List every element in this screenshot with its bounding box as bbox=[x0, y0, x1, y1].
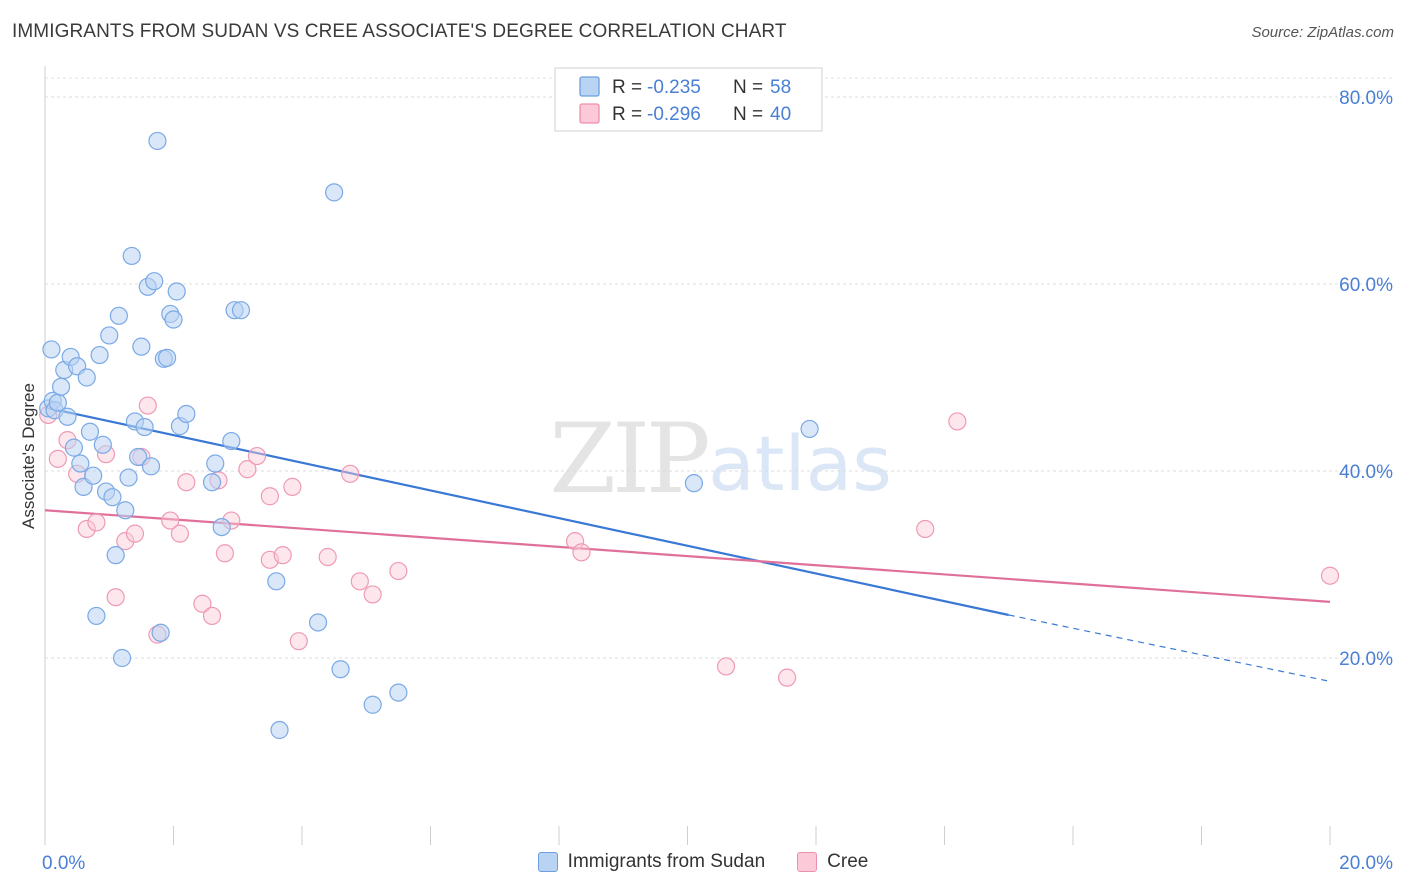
cree-point-27 bbox=[290, 633, 307, 650]
cree-point-30 bbox=[351, 573, 368, 590]
y-tick-label-60: 60.0% bbox=[1339, 275, 1393, 296]
sudan-point-18 bbox=[94, 436, 111, 453]
bottom-legend: Immigrants from Sudan Cree bbox=[0, 851, 1406, 873]
cree-point-38 bbox=[949, 413, 966, 430]
legend-r-label-1: R = bbox=[612, 77, 642, 98]
sudan-point-50 bbox=[268, 573, 285, 590]
cree-point-29 bbox=[342, 465, 359, 482]
cree-point-37 bbox=[917, 520, 934, 537]
legend-n-label-2: N = bbox=[733, 104, 763, 125]
sudan-point-46 bbox=[213, 519, 230, 536]
sudan-point-25 bbox=[117, 502, 134, 519]
sudan-point-7 bbox=[59, 408, 76, 425]
cree-point-32 bbox=[390, 563, 407, 580]
cree-point-5 bbox=[88, 514, 105, 531]
trendline-sudan-extension bbox=[1009, 615, 1330, 681]
cree-point-14 bbox=[171, 525, 188, 542]
legend-r-value-1: -0.235 bbox=[647, 77, 701, 98]
watermark-atlas: atlas bbox=[708, 419, 892, 508]
y-tick-label-80: 80.0% bbox=[1339, 88, 1393, 109]
sudan-point-24 bbox=[114, 650, 131, 667]
sudan-point-20 bbox=[101, 327, 118, 344]
sudan-point-22 bbox=[107, 547, 124, 564]
sudan-point-11 bbox=[72, 455, 89, 472]
sudan-point-55 bbox=[364, 696, 381, 713]
cree-point-11 bbox=[139, 397, 156, 414]
cree-point-17 bbox=[204, 607, 221, 624]
y-tick-label-40: 40.0% bbox=[1339, 462, 1393, 483]
sudan-point-21 bbox=[104, 489, 121, 506]
sudan-point-36 bbox=[152, 624, 169, 641]
y-tick-label-20: 20.0% bbox=[1339, 649, 1393, 670]
sudan-point-9 bbox=[65, 439, 82, 456]
cree-point-7 bbox=[107, 589, 124, 606]
cree-point-25 bbox=[274, 547, 291, 564]
sudan-point-54 bbox=[332, 661, 349, 678]
y-axis-label: Associate's Degree bbox=[19, 383, 38, 529]
sudan-point-52 bbox=[310, 614, 327, 631]
scatter-chart: ZIP atlas 20.0%40.0%60.0%80.0%0.0% 20.0% … bbox=[0, 0, 1406, 892]
sudan-point-33 bbox=[143, 458, 160, 475]
sudan-point-47 bbox=[223, 433, 240, 450]
sudan-point-35 bbox=[149, 132, 166, 149]
cree-point-34 bbox=[573, 544, 590, 561]
legend-label-cree: Cree bbox=[827, 851, 868, 873]
legend-swatch-blue bbox=[580, 77, 599, 96]
cree-point-19 bbox=[216, 545, 233, 562]
cree-point-1 bbox=[49, 450, 66, 467]
cree-point-24 bbox=[261, 488, 278, 505]
legend-item-sudan[interactable]: Immigrants from Sudan bbox=[538, 851, 765, 873]
sudan-point-40 bbox=[165, 311, 182, 328]
sudan-point-53 bbox=[326, 184, 343, 201]
legend-n-value-2: 40 bbox=[770, 104, 791, 125]
legend-label-sudan: Immigrants from Sudan bbox=[568, 851, 765, 873]
sudan-point-5 bbox=[53, 378, 70, 395]
sudan-point-1 bbox=[43, 341, 60, 358]
sudan-point-43 bbox=[178, 405, 195, 422]
sudan-point-56 bbox=[390, 684, 407, 701]
sudan-point-30 bbox=[133, 338, 150, 355]
watermark: ZIP atlas bbox=[549, 403, 891, 515]
sudan-point-17 bbox=[91, 347, 108, 364]
sudan-point-38 bbox=[159, 349, 176, 366]
sudan-point-49 bbox=[232, 302, 249, 319]
sudan-point-57 bbox=[685, 475, 702, 492]
sudan-point-27 bbox=[123, 247, 140, 264]
cree-point-36 bbox=[779, 669, 796, 686]
legend-n-value-1: 58 bbox=[770, 77, 791, 98]
sudan-point-44 bbox=[204, 474, 221, 491]
sudan-point-23 bbox=[110, 307, 127, 324]
watermark-zip: ZIP bbox=[549, 403, 708, 515]
sudan-point-26 bbox=[120, 469, 137, 486]
sudan-point-31 bbox=[136, 419, 153, 436]
sudan-point-15 bbox=[85, 467, 102, 484]
cree-point-28 bbox=[319, 549, 336, 566]
cree-point-26 bbox=[284, 478, 301, 495]
correlation-legend: R = -0.235 N = 58 R = -0.296 N = 40 bbox=[555, 68, 822, 131]
sudan-point-51 bbox=[271, 721, 288, 738]
legend-swatch-cree bbox=[797, 852, 817, 872]
sudan-point-16 bbox=[88, 607, 105, 624]
cree-point-39 bbox=[1322, 567, 1339, 584]
legend-swatch-pink bbox=[580, 104, 599, 123]
legend-r-value-2: -0.296 bbox=[647, 104, 701, 125]
legend-n-label-1: N = bbox=[733, 77, 763, 98]
legend-item-cree[interactable]: Cree bbox=[797, 851, 868, 873]
sudan-point-45 bbox=[207, 455, 224, 472]
cree-point-31 bbox=[364, 586, 381, 603]
sudan-point-14 bbox=[81, 423, 98, 440]
sudan-point-41 bbox=[168, 283, 185, 300]
legend-swatch-sudan bbox=[538, 852, 558, 872]
cree-point-15 bbox=[178, 474, 195, 491]
cree-point-22 bbox=[249, 448, 266, 465]
cree-point-9 bbox=[126, 525, 143, 542]
gridlines bbox=[45, 78, 1393, 658]
legend-r-label-2: R = bbox=[612, 104, 642, 125]
sudan-point-58 bbox=[801, 420, 818, 437]
sudan-point-34 bbox=[146, 273, 163, 290]
cree-point-35 bbox=[718, 658, 735, 675]
sudan-point-13 bbox=[78, 369, 95, 386]
